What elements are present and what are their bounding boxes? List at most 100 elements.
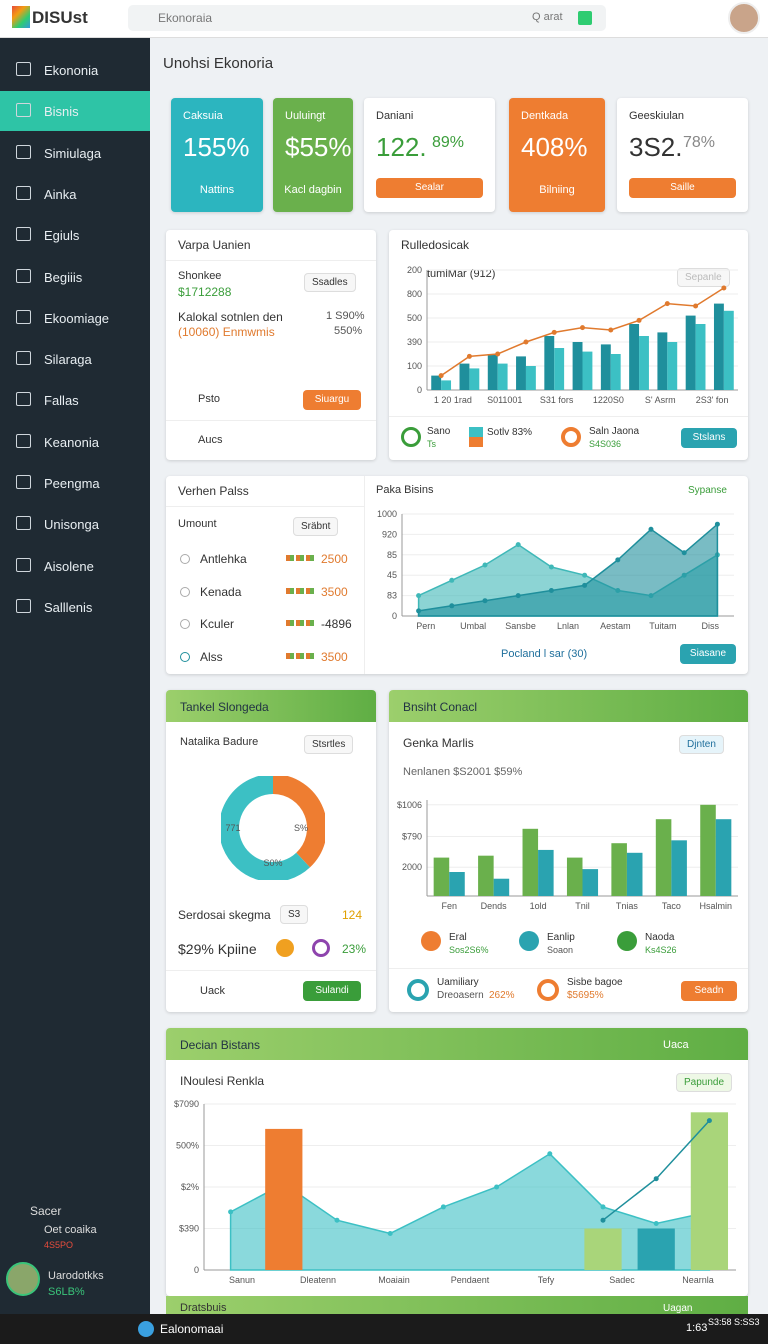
bar	[667, 342, 678, 390]
chip[interactable]: Djnten	[679, 735, 724, 754]
bar	[431, 375, 442, 390]
value: 23%	[342, 942, 367, 956]
y-tick-label: 83	[387, 591, 397, 601]
nav-item[interactable]: Unisonga	[0, 504, 150, 544]
app-name[interactable]: Ealonomaai	[160, 1322, 224, 1336]
nav-icon	[16, 598, 31, 613]
nav-item[interactable]: Aisolene	[0, 546, 150, 586]
search-hint: Q arat	[532, 11, 563, 23]
point	[482, 598, 488, 604]
row-rating	[286, 555, 314, 561]
nav-item[interactable]: Keanonia	[0, 422, 150, 462]
point	[608, 327, 614, 333]
y-tick-label: 390	[407, 337, 422, 347]
nav-label: Simiulaga	[44, 145, 102, 161]
check-icon	[578, 11, 592, 25]
x-tick-label: Tefy	[538, 1275, 555, 1285]
sidebar-footer-text: Oet coaika	[44, 1224, 97, 1236]
nav-item[interactable]: Silaraga	[0, 339, 150, 379]
y-tick-label: $7090	[174, 1099, 199, 1109]
nav-item[interactable]: Simiulaga	[0, 133, 150, 173]
subtitle: Genka Marlis	[403, 736, 474, 750]
legend-name: Eanlip	[547, 932, 575, 943]
avatar[interactable]	[728, 2, 760, 34]
nav-item[interactable]: Ekononia	[0, 50, 150, 90]
nav-label: Ekononia	[44, 63, 99, 78]
subtitle: INoulesi Renkla	[180, 1074, 265, 1088]
button[interactable]: Stslans	[681, 428, 737, 448]
point	[653, 1176, 659, 1182]
button[interactable]: Siuargu	[303, 390, 361, 410]
x-tick-label: Pern	[416, 621, 435, 631]
panel-a: Varpa Uanien Shonkee $1712288 Ssadles Ka…	[166, 230, 376, 460]
point	[416, 608, 422, 614]
stat-value: 122.	[376, 132, 427, 162]
nav-item[interactable]: Ainka	[0, 174, 150, 214]
point	[449, 577, 455, 583]
nav-item[interactable]: Bisnis	[0, 91, 150, 132]
chip[interactable]: Stsrtles	[304, 735, 354, 754]
search-box[interactable]: Ekonoraia Q arat	[128, 5, 606, 31]
nav-item[interactable]: Begiiis	[0, 257, 150, 297]
label: Ts	[427, 439, 436, 449]
chip[interactable]: Papunde	[676, 1073, 733, 1092]
row: Serdosai skegma	[178, 908, 271, 922]
bar	[690, 1112, 729, 1270]
bar	[723, 310, 734, 390]
nav-icon	[16, 433, 31, 448]
donut-label: S0%	[263, 858, 282, 868]
stat-sub: Nattins	[199, 184, 235, 196]
nav-icon	[16, 103, 31, 118]
nav-item[interactable]: Fallas	[0, 380, 150, 420]
header-right[interactable]: Uaca	[663, 1039, 689, 1051]
stat-label: Caksuia	[183, 110, 223, 122]
nav-item[interactable]: Peengma	[0, 463, 150, 503]
y-tick-label: 500	[407, 313, 422, 323]
row-rating	[286, 620, 314, 626]
nav-item[interactable]: Ekoomiage	[0, 298, 150, 338]
nav-icon	[16, 351, 31, 366]
panel-title: Dratsbuis	[180, 1302, 227, 1314]
point	[515, 542, 521, 548]
divider	[389, 968, 748, 969]
label: Sano	[427, 426, 451, 437]
nav-item[interactable]: Egiuls	[0, 215, 150, 255]
point	[600, 1217, 606, 1223]
nav-icon	[16, 475, 31, 489]
donut-label: 771	[225, 823, 240, 833]
footer-icon	[537, 979, 559, 1001]
panel-donut: Tankel Slongeda Natalika Badure Stsrtles…	[166, 690, 376, 1012]
point	[636, 317, 642, 323]
legend-icon	[421, 931, 441, 951]
button[interactable]: Siasane	[680, 644, 736, 664]
row-name: Alss	[200, 649, 223, 664]
panel-title: Bnsiht Conacl	[403, 700, 478, 714]
button[interactable]: Seadn	[681, 981, 737, 1001]
chip[interactable]: Ssadles	[304, 273, 356, 292]
point	[440, 1204, 446, 1210]
x-tick-label: Moaiain	[378, 1275, 410, 1285]
app-icon[interactable]	[138, 1321, 154, 1337]
x-tick-label: Diss	[702, 621, 720, 631]
chip[interactable]: Sräbnt	[293, 517, 339, 536]
nav-item[interactable]: Salllenis	[0, 587, 150, 627]
panel-header	[389, 690, 748, 722]
bar	[554, 348, 565, 390]
chart: 771 S% S0%	[221, 776, 325, 880]
stat-button[interactable]: Sealar	[376, 178, 483, 198]
y-tick-label: 0	[392, 611, 397, 621]
footer-pct: 262%	[489, 990, 515, 1001]
bar	[685, 315, 696, 390]
stat-button[interactable]: Saille	[629, 178, 736, 198]
chip[interactable]: Sepanle	[677, 268, 730, 287]
point	[494, 1184, 500, 1190]
sidebar-footer-text: Uarodotkks	[48, 1270, 104, 1282]
button[interactable]: Sulandi	[303, 981, 361, 1001]
nav-icon	[16, 516, 31, 531]
amount: $1712288	[178, 285, 232, 299]
row-icon	[180, 554, 190, 564]
chip[interactable]: Sypanse	[688, 485, 727, 496]
point	[714, 521, 720, 527]
stat-card: Daniani 122. 89% Sealar	[364, 98, 495, 212]
bar	[449, 872, 465, 896]
